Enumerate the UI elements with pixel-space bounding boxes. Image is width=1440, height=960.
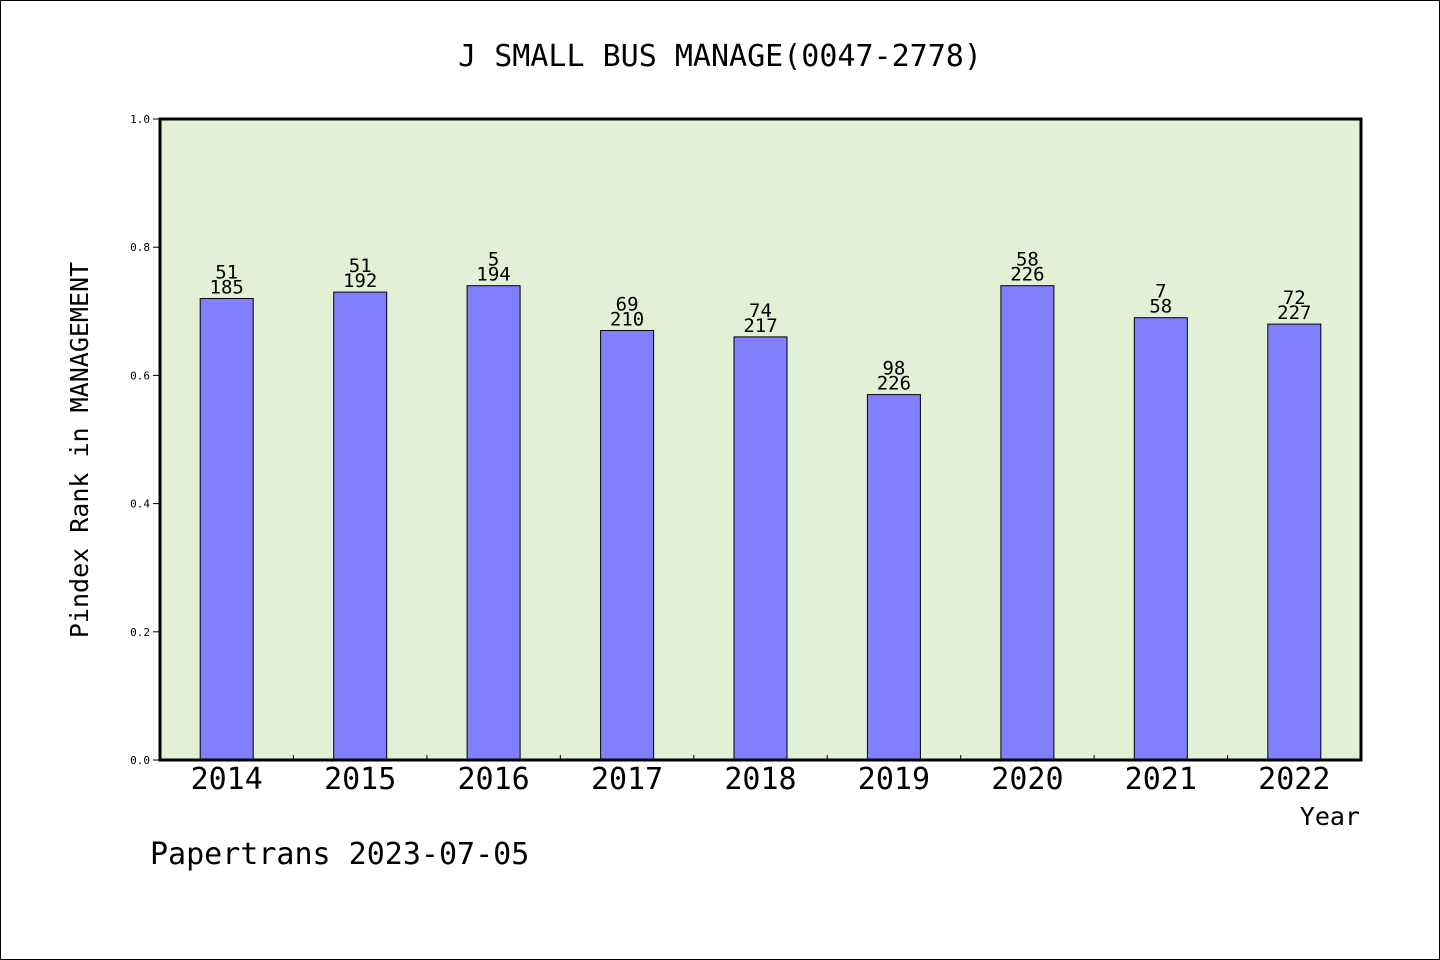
bar (600, 330, 655, 761)
y-tick-label: 0.6 (130, 369, 150, 382)
bar-label-bottom: 194 (476, 264, 510, 286)
bar (733, 336, 788, 761)
bar-label-top: 51 (349, 255, 372, 277)
y-tick-label: 0.0 (130, 754, 150, 767)
bar (1133, 317, 1188, 761)
bar-label-top: 69 (616, 294, 639, 316)
bar-label-top: 7 (1155, 281, 1166, 303)
y-tick-label: 0.4 (130, 498, 150, 511)
y-tick-label: 1.0 (130, 113, 150, 126)
x-tick-label: 2020 (991, 762, 1063, 797)
bar (1267, 323, 1322, 761)
bar-label-bottom: 210 (610, 309, 644, 331)
chart-title: J SMALL BUS MANAGE(0047-2778) (458, 39, 982, 74)
bar (333, 291, 388, 761)
bar-label-top: 5 (488, 249, 499, 271)
bar-label-top: 72 (1283, 287, 1306, 309)
bar-label-bottom: 185 (210, 277, 244, 299)
x-tick-label: 2022 (1258, 762, 1330, 797)
plot-border (158, 117, 1363, 762)
bar-label-top: 58 (1016, 249, 1039, 271)
y-axis: 0.0 0.2 0.4 0.6 0.8 1.0 (130, 113, 160, 767)
x-tick-label: 2014 (191, 762, 263, 797)
bar-label-bottom: 226 (1010, 264, 1044, 286)
bar-label-top: 98 (882, 358, 905, 380)
bar-label-bottom: 217 (743, 315, 777, 337)
x-axis-label: Year (1300, 802, 1360, 831)
bar-label-top: 74 (749, 300, 772, 322)
bar (466, 285, 521, 761)
bar-label-bottom: 226 (877, 373, 911, 395)
bar-label-bottom: 58 (1149, 296, 1172, 318)
bar-label-bottom: 227 (1277, 302, 1311, 324)
x-tick-label: 2019 (858, 762, 930, 797)
y-tick-label: 0.8 (130, 241, 150, 254)
bar (1000, 285, 1055, 761)
x-tick-label: 2017 (591, 762, 663, 797)
bar (199, 298, 254, 761)
y-tick-label: 0.2 (130, 626, 150, 639)
y-axis-label: Pindex Rank in MANAGEMENT (65, 262, 94, 638)
bar-label-top: 51 (215, 262, 238, 284)
x-tick-label: 2018 (724, 762, 796, 797)
bar-label-bottom: 192 (343, 270, 377, 292)
x-tick-label: 2016 (457, 762, 529, 797)
x-tick-label: 2021 (1125, 762, 1197, 797)
x-axis: 2014 2015 2016 2017 2018 2019 2020 2021 2022 (191, 755, 1330, 797)
footer-text: Papertrans 2023-07-05 (150, 837, 529, 872)
x-tick-label: 2015 (324, 762, 396, 797)
bar (866, 394, 921, 761)
